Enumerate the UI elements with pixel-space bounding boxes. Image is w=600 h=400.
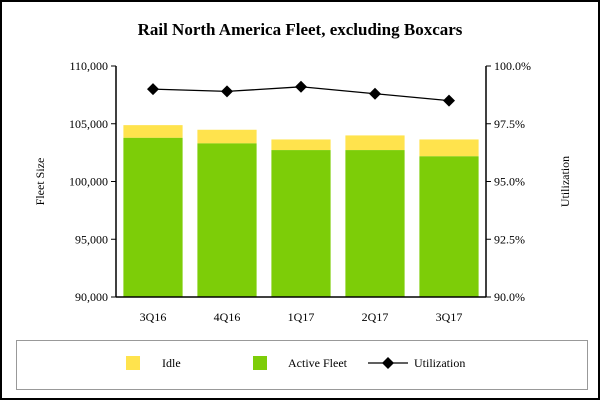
legend-marker-utilization — [382, 357, 394, 369]
legend-label-idle: Idle — [162, 356, 181, 370]
x-tick-label: 1Q17 — [288, 310, 315, 324]
y-axis-label: Fleet Size — [33, 158, 47, 206]
bar-active-fleet — [197, 143, 257, 297]
y2-axis-label: Utilization — [558, 156, 572, 207]
x-tick-label: 3Q16 — [140, 310, 167, 324]
x-tick-label: 3Q17 — [436, 310, 463, 324]
legend-swatch-active-fleet — [253, 356, 267, 370]
y-tick-label: 90,000 — [75, 290, 108, 304]
bar-idle — [123, 125, 183, 138]
bar-active-fleet — [345, 150, 405, 297]
utilization-marker — [147, 83, 159, 96]
y-tick-label: 95,000 — [75, 232, 108, 246]
bar-active-fleet — [419, 156, 479, 297]
bar-active-fleet — [123, 137, 183, 297]
utilization-marker — [295, 80, 307, 93]
utilization-marker — [443, 94, 455, 107]
x-tick-label: 4Q16 — [214, 310, 241, 324]
utilization-marker — [221, 85, 233, 98]
y2-tick-label: 97.5% — [494, 117, 525, 131]
legend-swatch-idle — [126, 356, 140, 370]
y2-tick-label: 92.5% — [494, 232, 525, 246]
bar-active-fleet — [271, 150, 331, 297]
y2-tick-label: 90.0% — [494, 290, 525, 304]
y-tick-label: 110,000 — [69, 59, 108, 73]
y2-tick-label: 100.0% — [494, 59, 531, 73]
chart-title: Rail North America Fleet, excluding Boxc… — [137, 20, 463, 39]
legend-label-utilization: Utilization — [414, 356, 465, 370]
y-tick-label: 100,000 — [69, 175, 108, 189]
legend — [16, 340, 588, 390]
y-tick-label: 105,000 — [69, 117, 108, 131]
bar-idle — [271, 139, 331, 151]
bar-idle — [419, 139, 479, 157]
legend-label-active-fleet: Active Fleet — [288, 356, 348, 370]
bar-idle — [345, 135, 405, 151]
y2-tick-label: 95.0% — [494, 175, 525, 189]
x-tick-label: 2Q17 — [362, 310, 389, 324]
bar-idle — [197, 129, 257, 144]
utilization-marker — [369, 87, 381, 100]
